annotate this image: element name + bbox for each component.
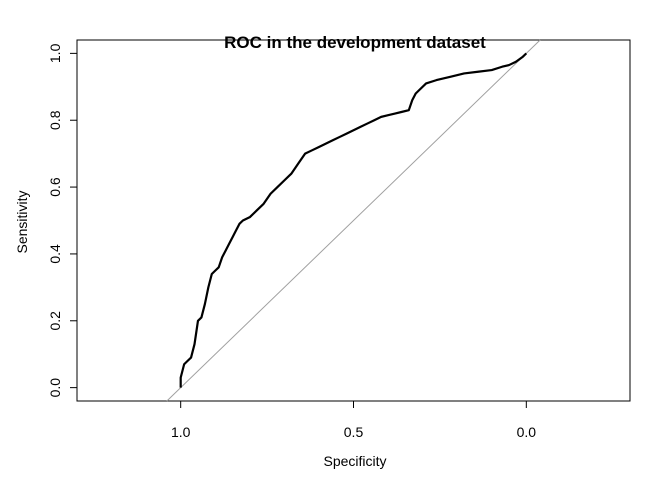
x-tick-label: 0.5 [344,424,364,440]
chart-title: ROC in the development dataset [224,33,486,52]
x-axis: 1.0 0.5 0.0 [171,400,537,440]
x-tick-label: 0.0 [517,424,537,440]
y-tick-label: 0.4 [47,244,63,264]
reference-diagonal-line [166,39,541,402]
y-tick-label: 0.8 [47,110,63,130]
y-axis-label: Sensitivity [14,190,30,253]
series-layer [166,39,541,402]
y-axis: 0.0 0.2 0.4 0.6 0.8 1.0 [47,43,78,398]
y-tick-label: 0.6 [47,177,63,197]
x-axis-label: Specificity [323,453,386,469]
y-tick-label: 1.0 [47,43,63,63]
roc-curve [179,52,528,388]
y-tick-label: 0.0 [47,378,63,398]
y-tick-label: 0.2 [47,311,63,331]
x-tick-label: 1.0 [171,424,191,440]
